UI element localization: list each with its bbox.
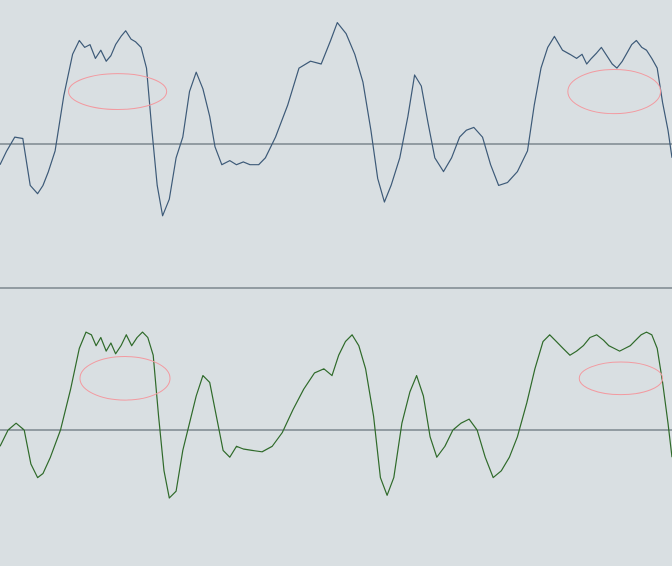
- top-peak-highlight-ellipse-2: [567, 68, 662, 115]
- top-peak-highlight-ellipse-1: [68, 73, 168, 110]
- bottom-peak-highlight-ellipse-2: [578, 361, 664, 396]
- top-waveform-line: [0, 22, 672, 217]
- top-waveform-panel: [0, 22, 672, 217]
- bottom-waveform-line: [0, 331, 672, 499]
- bottom-peak-highlight-ellipse-1: [79, 356, 171, 401]
- bottom-waveform-panel: [0, 331, 672, 499]
